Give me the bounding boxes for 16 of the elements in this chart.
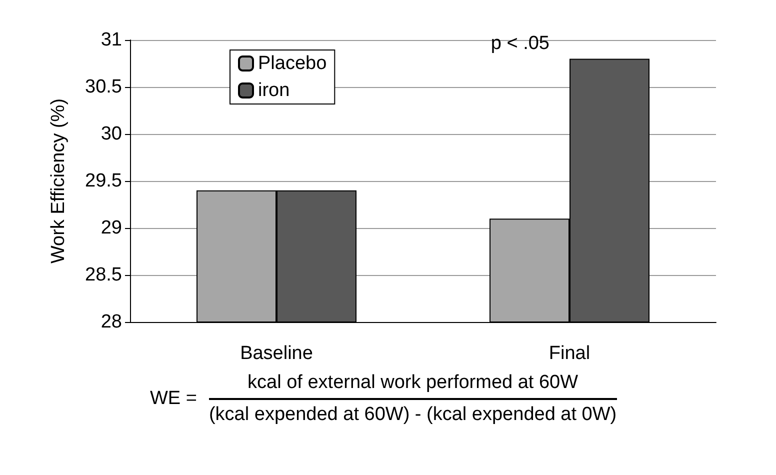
text: kcal of external work performed at 60W [208,372,617,400]
y-tick-label: 30.5 [85,76,122,98]
y-tick-label: 30 [100,124,122,144]
legend-label: Placebo [258,53,327,74]
text: WE = [150,388,197,410]
legend-label: iron [258,80,290,101]
y-tick-label: 31 [100,30,122,50]
annotation: p < .05 [490,32,550,54]
y-tick-label: 29.5 [85,170,122,192]
y-tick-label: 28.5 [85,264,122,286]
x-tick-label: Final [548,343,590,364]
x-tick-label: Baseline [240,343,313,364]
y-axis-title: Work Efficiency (%) [48,98,69,264]
y-tick-label: 29 [100,218,122,238]
y-tick-label: 28 [100,312,122,332]
text: (kcal expended at 60W) - (kcal expended at 0W) [208,403,617,426]
